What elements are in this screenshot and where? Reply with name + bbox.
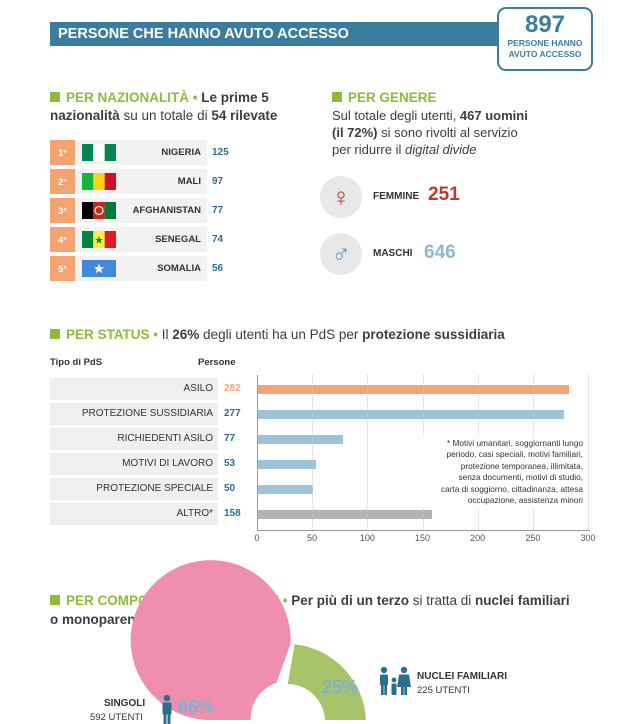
chart-tick-label: 50 <box>307 533 318 543</box>
status-label: RICHIEDENTI ASILO <box>117 433 213 444</box>
flag-afghanistan-icon <box>82 202 116 219</box>
status-label: MOTIVI DI LAVORO <box>122 458 213 469</box>
total-value: 897 <box>524 11 566 38</box>
nationality-intro: nazionalità su un totale di 54 rilevate <box>50 108 278 123</box>
status-label: PROTEZIONE SPECIALE <box>96 483 213 494</box>
flag-senegal-icon <box>82 231 116 248</box>
status-bar <box>258 434 343 444</box>
country-name: AFGHANISTAN <box>132 205 201 216</box>
male-value: 646 <box>424 242 456 263</box>
gender-text-3: per ridurre il digital divide <box>332 142 477 157</box>
chart-tick-label: 150 <box>414 533 431 543</box>
family-intro-2: o monoparentali <box>50 612 156 627</box>
chart-gridline <box>367 375 369 530</box>
status-bar <box>258 484 314 494</box>
country-name: SOMALIA <box>157 263 201 274</box>
flag-somalia-icon <box>82 260 116 277</box>
status-value: 158 <box>224 508 241 519</box>
total-box: 897 PERSONE HANNO AVUTO ACCESSO <box>497 7 593 71</box>
header-title: PERSONE CHE HANNO AVUTO ACCESSO <box>58 26 349 42</box>
status-value: 50 <box>224 483 236 494</box>
nationality-row: 2° MALI <box>50 169 207 194</box>
female-value: 251 <box>428 184 460 205</box>
gender-text-2: (il 72%) si sono rivolti al servizio <box>332 125 518 140</box>
chart-tick-label: 0 <box>254 533 260 543</box>
column-type-label: Tipo di PdS <box>50 357 103 368</box>
chart-tick-label: 250 <box>525 533 541 543</box>
status-value: 53 <box>224 458 236 469</box>
male-icon: ♂ <box>320 233 362 275</box>
chart-tick-label: 200 <box>470 533 486 543</box>
country-value: 125 <box>212 147 229 158</box>
flag-mali-icon <box>82 173 116 190</box>
chart-y-axis <box>257 375 258 530</box>
nationality-row: 3° AFGHANISTAN <box>50 198 207 223</box>
rank-badge: 3° <box>50 198 75 223</box>
column-people-label: Persone <box>198 357 236 368</box>
nuclei-family-icon <box>380 666 411 695</box>
status-bar <box>258 459 317 469</box>
status-row: ALTRO* <box>50 503 218 525</box>
rank-badge: 2° <box>50 169 75 194</box>
chart-tick-label: 100 <box>359 533 375 543</box>
status-bar <box>258 409 564 419</box>
singles-person-icon <box>162 694 172 724</box>
status-row: ASILO <box>50 378 218 400</box>
rank-badge: 1° <box>50 140 75 165</box>
country-value: 77 <box>212 205 224 216</box>
male-label: MASCHI <box>373 248 413 259</box>
donut-segment-singles <box>130 560 291 720</box>
nuclei-label: NUCLEI FAMILIARI <box>417 671 507 682</box>
status-row: MOTIVI DI LAVORO <box>50 453 218 475</box>
section-square-icon <box>50 92 60 102</box>
gender-heading: PER GENERE <box>332 90 437 105</box>
singles-sub: 592 UTENTI <box>90 712 143 723</box>
status-footnote: * Motivi umanitari, soggiornanti lungo p… <box>395 436 583 509</box>
section-square-icon <box>332 92 342 102</box>
status-label: ASILO <box>183 383 213 394</box>
country-name: SENEGAL <box>155 234 201 245</box>
total-label-1: PERSONE HANNO <box>507 38 583 48</box>
nationality-row: 1° NIGERIA <box>50 140 207 165</box>
status-value: 77 <box>224 433 236 444</box>
nationality-row: 5° SOMALIA <box>50 256 207 281</box>
country-name: NIGERIA <box>161 147 201 158</box>
status-row: RICHIEDENTI ASILO <box>50 428 218 450</box>
status-heading: PER STATUS • Il 26% degli utenti ha un P… <box>50 327 505 342</box>
nationality-row: 4° SENEGAL <box>50 227 207 252</box>
status-row: PROTEZIONE SPECIALE <box>50 478 218 500</box>
female-label: FEMMINE <box>373 191 420 202</box>
singles-percent: 66% <box>178 697 215 717</box>
rank-badge: 5° <box>50 256 75 281</box>
status-value: 282 <box>224 383 241 394</box>
nationality-heading: PER NAZIONALITÀ • Le prime 5 <box>50 90 269 105</box>
status-bar <box>258 509 433 519</box>
chart-tick-label: 300 <box>580 533 596 543</box>
country-value: 56 <box>212 263 224 274</box>
female-icon: ♀ <box>320 176 362 218</box>
flag-nigeria-icon <box>82 144 116 161</box>
status-label: ALTRO* <box>176 508 214 519</box>
nuclei-percent: 25% <box>322 677 359 697</box>
nuclei-sub: 225 UTENTI <box>417 685 470 696</box>
status-bar <box>258 384 570 394</box>
header-banner <box>50 22 500 46</box>
total-label-2: AVUTO ACCESSO <box>508 49 582 59</box>
status-value: 277 <box>224 408 241 419</box>
status-label: PROTEZIONE SUSSIDIARIA <box>81 408 213 419</box>
chart-gridline <box>312 375 314 530</box>
status-row: PROTEZIONE SUSSIDIARIA <box>50 403 218 425</box>
chart-x-axis <box>257 530 590 531</box>
country-value: 97 <box>212 176 224 187</box>
gender-text-1: Sul totale degli utenti, 467 uomini <box>332 108 528 123</box>
section-square-icon <box>50 329 60 339</box>
donut-segment-nuclei <box>287 644 366 720</box>
country-value: 74 <box>212 234 224 245</box>
rank-badge: 4° <box>50 227 75 252</box>
singles-label: SINGOLI <box>104 698 146 709</box>
country-name: MALI <box>177 176 201 187</box>
section-square-icon <box>50 595 60 605</box>
chart-gridline <box>588 375 589 530</box>
